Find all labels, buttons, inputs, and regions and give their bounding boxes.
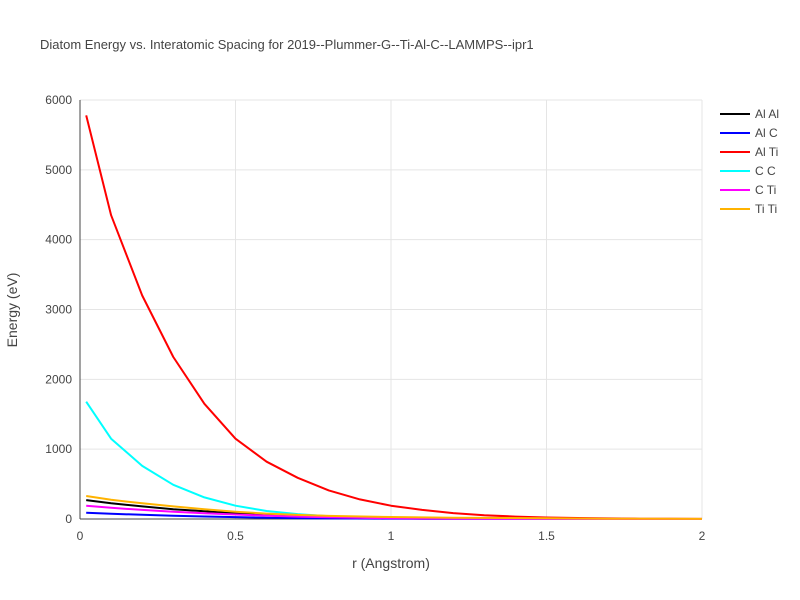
legend[interactable]: Al Al Al C Al Ti C C C Ti Ti Ti	[720, 107, 779, 216]
legend-item-c-ti[interactable]: C Ti	[720, 183, 776, 197]
y-tick-label: 2000	[45, 372, 72, 386]
x-tick-label: 2	[699, 529, 706, 543]
x-tick-label: 1.5	[538, 529, 555, 543]
legend-label: Al Ti	[755, 145, 778, 159]
legend-label: Ti Ti	[755, 202, 777, 216]
legend-item-al-al[interactable]: Al Al	[720, 107, 779, 121]
x-tick-label: 0.5	[227, 529, 244, 543]
series-line-ti-ti	[86, 495, 703, 520]
y-tick-label: 0	[65, 512, 72, 526]
y-tick-label: 5000	[45, 163, 72, 177]
series-lines	[85, 115, 703, 520]
grid-lines	[79, 99, 703, 520]
legend-label: Al C	[755, 126, 778, 140]
x-axis-ticks: 0 0.5 1 1.5 2	[77, 529, 706, 543]
x-tick-label: 1	[388, 529, 395, 543]
legend-item-al-ti[interactable]: Al Ti	[720, 145, 778, 159]
y-tick-label: 1000	[45, 442, 72, 456]
y-tick-label: 6000	[45, 93, 72, 107]
series-line-al-ti	[85, 115, 703, 520]
y-tick-label: 3000	[45, 303, 72, 317]
y-tick-label: 4000	[45, 233, 72, 247]
y-axis-title: Energy (eV)	[4, 273, 20, 348]
legend-label: C Ti	[755, 183, 776, 197]
chart-title: Diatom Energy vs. Interatomic Spacing fo…	[40, 37, 534, 52]
x-axis-title: r (Angstrom)	[352, 555, 430, 571]
y-axis-ticks: 0 1000 2000 3000 4000 5000 6000	[45, 93, 72, 526]
legend-item-al-c[interactable]: Al C	[720, 126, 778, 140]
series-line-c-c	[85, 401, 703, 520]
legend-label: C C	[755, 164, 776, 178]
x-tick-label: 0	[77, 529, 84, 543]
legend-item-c-c[interactable]: C C	[720, 164, 776, 178]
legend-label: Al Al	[755, 107, 779, 121]
legend-item-ti-ti[interactable]: Ti Ti	[720, 202, 777, 216]
